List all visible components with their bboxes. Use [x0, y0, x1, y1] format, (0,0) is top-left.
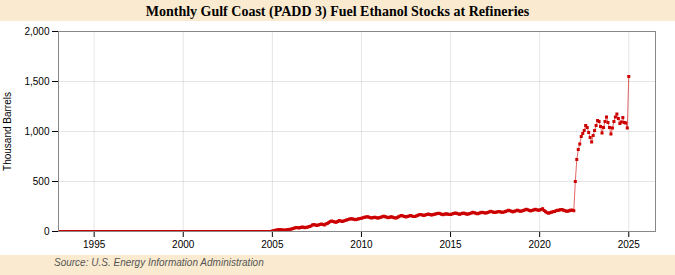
svg-text:2020: 2020 [529, 239, 552, 250]
svg-text:2015: 2015 [439, 239, 462, 250]
svg-text:1,000: 1,000 [24, 126, 49, 137]
svg-text:2,000: 2,000 [24, 26, 49, 37]
svg-text:500: 500 [33, 176, 50, 187]
svg-text:1995: 1995 [83, 239, 106, 250]
svg-text:1,500: 1,500 [24, 76, 49, 87]
svg-text:2000: 2000 [172, 239, 195, 250]
svg-text:0: 0 [44, 226, 50, 237]
svg-text:Thousand Barrels: Thousand Barrels [2, 92, 13, 171]
svg-text:2010: 2010 [350, 239, 373, 250]
svg-text:2005: 2005 [261, 239, 284, 250]
svg-text:2025: 2025 [618, 239, 641, 250]
html-text:Source: U.S. Energy Informatio: Source: U.S. Energy Information Administ… [54, 257, 264, 268]
html-text:Monthly Gulf Coast (PADD 3) Fu: Monthly Gulf Coast (PADD 3) Fuel Ethanol… [145, 4, 530, 19]
